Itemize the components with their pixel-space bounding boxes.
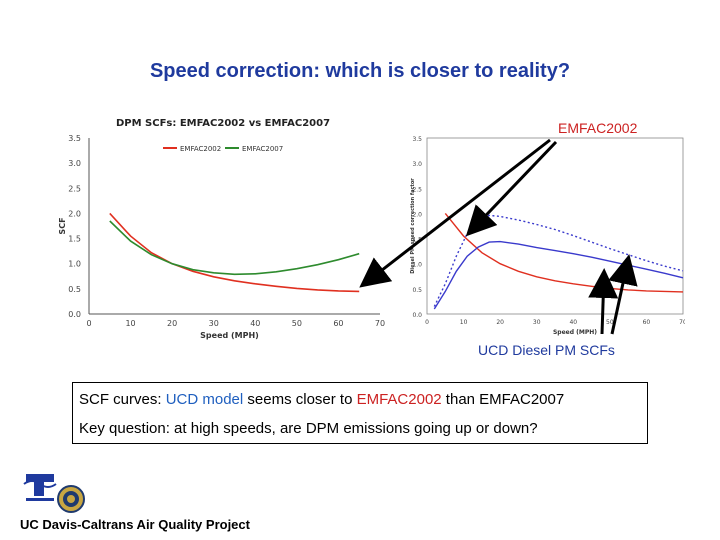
chart-emfac-comparison: 0.0 0.5 1.0 1.5 2.0 2.5 3.0 3.5 0 10 20 30 40 50 60 70 S… — [58, 118, 385, 340]
y-tick-label: 0.0 — [68, 310, 81, 319]
y-tick-label: 0.5 — [412, 287, 422, 294]
arrow-to-ucd-dotted — [608, 254, 638, 335]
x-tick-label: 70 — [375, 319, 385, 328]
y-tick-label: 0.5 — [68, 285, 81, 294]
y-tick-label: 2.5 — [412, 186, 422, 193]
y-tick-label: 1.0 — [412, 262, 422, 269]
x-tick-label: 0 — [86, 319, 91, 328]
x-tick-label: 50 — [606, 319, 614, 326]
arrow-to-ucd-solid — [588, 268, 619, 335]
x-tick-label: 10 — [460, 319, 468, 326]
summary-box: SCF curves: UCD model seems closer to EM… — [72, 382, 648, 444]
summary-line-1: SCF curves: UCD model seems closer to EM… — [79, 391, 565, 408]
series-line-emfac2007 — [109, 220, 360, 276]
plot-frame — [426, 137, 684, 315]
y-tick-label: 3.0 — [68, 159, 81, 168]
x-tick-label: 60 — [643, 319, 651, 326]
series-line-emfac2002 — [109, 212, 360, 293]
x-tick-label: 20 — [167, 319, 177, 328]
ucd-model-highlight: UCD model — [165, 391, 244, 408]
slide-title: Speed correction: which is closer to rea… — [149, 60, 571, 82]
x-tick-label: 0 — [425, 319, 429, 326]
caltrans-logo — [23, 474, 57, 501]
x-axis-label: Speed (MPH) — [553, 329, 597, 336]
ucd-diesel-callout: UCD Diesel PM SCFs — [478, 342, 615, 358]
arrow-to-emfac2002-right — [465, 140, 558, 237]
y-tick-label: 3.5 — [68, 134, 81, 143]
summary-line-2: Key question: at high speeds, are DPM em… — [79, 420, 538, 437]
emfac2002-highlight: EMFAC2002 — [356, 391, 442, 408]
series-line-curve-1 — [444, 212, 684, 293]
uc-davis-seal — [57, 485, 85, 513]
y-tick-label: 1.5 — [412, 237, 422, 244]
chart-title: DPM SCFs: EMFAC2002 vs EMFAC2007 — [116, 118, 330, 129]
x-axis-label: Speed (MPH) — [200, 331, 259, 340]
x-tick-label: 40 — [569, 319, 577, 326]
x-tick-label: 60 — [333, 319, 343, 328]
emfac2002-callout: EMFAC2002 — [558, 120, 638, 136]
y-tick-label: 1.0 — [68, 260, 81, 269]
y-tick-label: 3.5 — [412, 136, 422, 143]
x-tick-label: 30 — [209, 319, 219, 328]
series-line-curve-2 — [433, 214, 684, 307]
y-tick-label: 0.0 — [412, 312, 422, 319]
legend-label-emfac2002: EMFAC2002 — [180, 145, 221, 153]
y-tick-label: 2.0 — [412, 211, 422, 218]
x-tick-label: 70 — [679, 319, 685, 326]
footer-credit: UC Davis-Caltrans Air Quality Project — [20, 517, 250, 532]
y-tick-label: 2.5 — [68, 184, 81, 193]
x-tick-label: 20 — [496, 319, 504, 326]
x-tick-label: 50 — [292, 319, 302, 328]
y-tick-label: 2.0 — [68, 209, 81, 218]
y-axis-label: SCF — [58, 217, 67, 234]
y-tick-label: 1.5 — [68, 235, 81, 244]
arrow-to-emfac2002-left — [359, 138, 551, 288]
x-tick-label: 10 — [125, 319, 135, 328]
y-axis-label: Diesel PM speed correction factor — [410, 178, 416, 274]
x-tick-label: 40 — [250, 319, 260, 328]
legend-label-emfac2007: EMFAC2007 — [242, 145, 283, 153]
y-tick-label: 3.0 — [412, 161, 422, 168]
x-tick-label: 30 — [533, 319, 541, 326]
